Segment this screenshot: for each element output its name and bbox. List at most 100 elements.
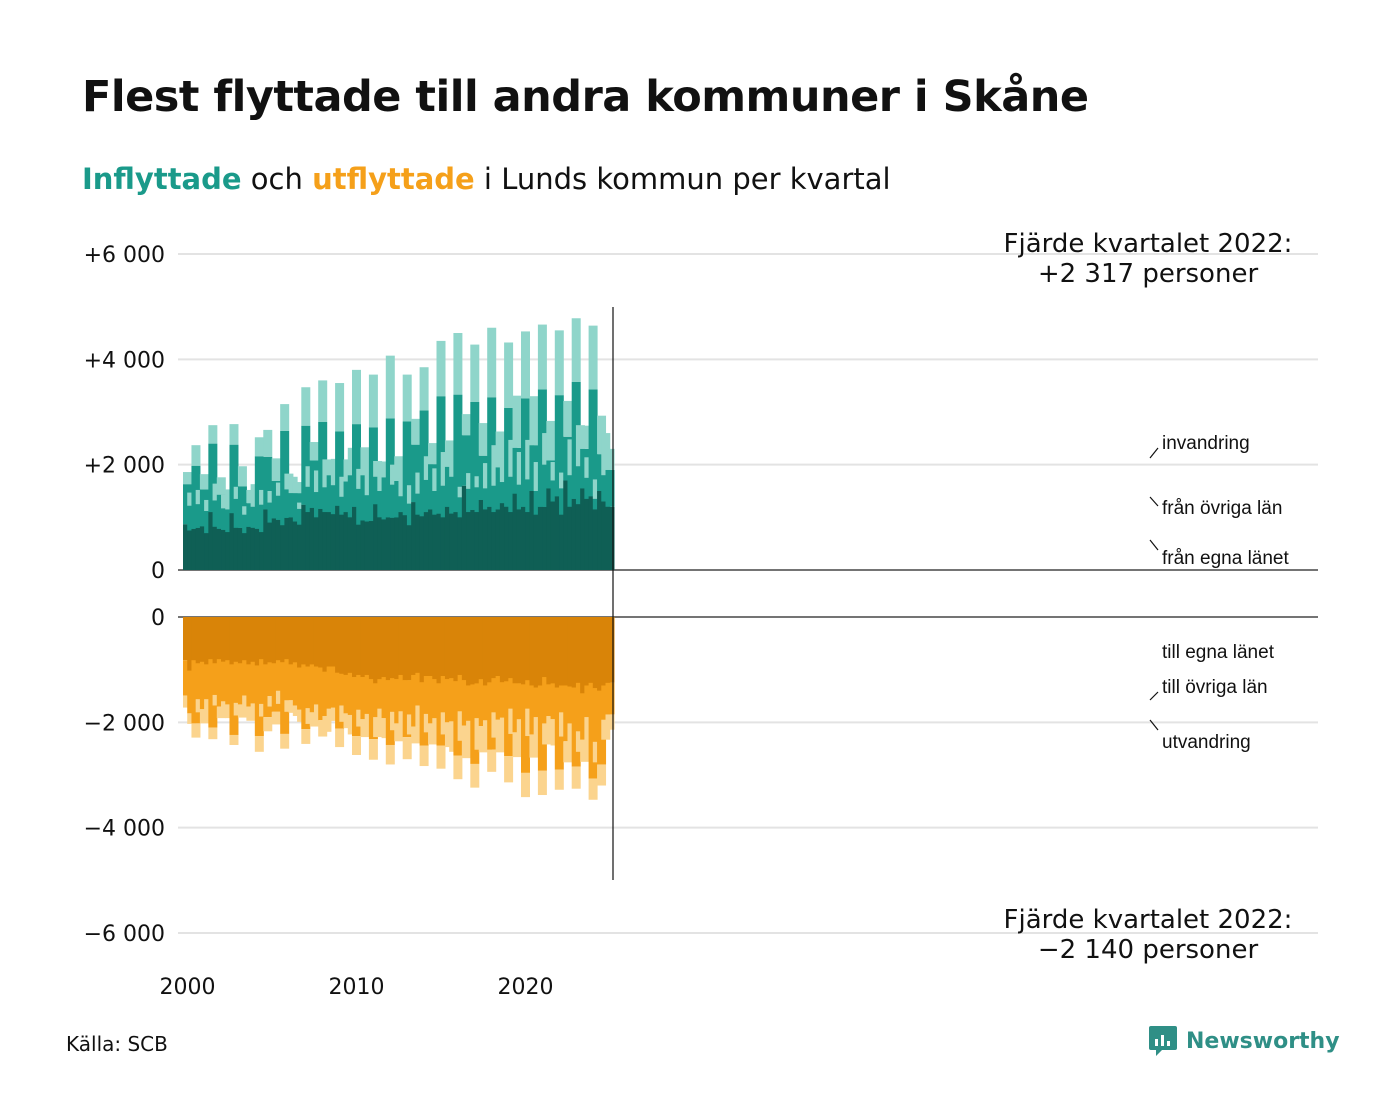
label-tick-invandring: [1149, 447, 1159, 459]
bar-in-2-64: [453, 394, 463, 513]
bar-in-3-58: [428, 443, 438, 465]
bar-in-3-74: [495, 431, 505, 468]
bar-in-3-86: [546, 420, 556, 461]
bar-out-3-33: [322, 716, 332, 732]
bar-out-3-2: [191, 723, 201, 738]
label-utvandring: utvandring: [1162, 732, 1251, 753]
bar-in-3-11: [229, 424, 239, 445]
label-tick-till-ovriga-lan: [1149, 691, 1159, 701]
bar-out-3-19: [263, 717, 273, 732]
bar-in-2-88: [554, 395, 564, 497]
bar-out-3-13: [237, 704, 247, 718]
bar-in-3-2: [191, 445, 201, 466]
subtitle-inflyttade: Inflyttade: [82, 162, 242, 196]
y-tick-label-0: +6 000: [84, 243, 165, 268]
label-tick-utvandring: [1149, 719, 1159, 731]
bar-in-3-23: [280, 404, 290, 431]
bar-out-1-100: [605, 617, 615, 683]
bar-out-3-28: [301, 729, 311, 744]
bar-out-3-44: [368, 739, 378, 760]
y-tick-label-2: +2 000: [84, 454, 165, 479]
bar-out-3-48: [385, 744, 395, 765]
bar-out-3-52: [402, 737, 412, 760]
subtitle-utflyttade: utflyttade: [312, 162, 475, 196]
bar-in-2-100: [605, 469, 615, 507]
bar-out-3-21: [271, 711, 281, 725]
bar-in-3-28: [301, 387, 311, 426]
bar-in-3-72: [487, 327, 497, 398]
y-tick-label-4: 0: [151, 606, 165, 631]
subtitle-rest: i Lunds kommun per kvartal: [474, 162, 891, 196]
annotation-top-line1: Fjärde kvartalet 2022:: [1004, 229, 1293, 259]
bar-in-3-62: [444, 440, 454, 467]
bar-in-3-56: [419, 367, 429, 411]
bar-in-3-21: [271, 458, 281, 481]
bar-out-3-84: [537, 770, 547, 796]
brand-name: Newsworthy: [1186, 1028, 1340, 1054]
bar-in-3-82: [529, 396, 539, 446]
annotation-bottom-line2: −2 140 personer: [1038, 935, 1259, 965]
bar-in-3-68: [470, 344, 480, 402]
bar-in-3-100: [605, 448, 615, 470]
bar-in-3-92: [571, 318, 581, 382]
bar-in-3-84: [537, 324, 547, 390]
bar-in-3-70: [478, 423, 488, 456]
bar-in-3-76: [504, 342, 514, 408]
bar-out-3-40: [352, 736, 361, 755]
bar-in-3-88: [554, 330, 564, 396]
label-till-egna-lanet: till egna länet: [1162, 642, 1275, 663]
bar-out-3-4: [199, 709, 209, 724]
bar-in-3-50: [394, 456, 404, 481]
bar-in-2-66: [461, 435, 471, 486]
label-tick-fran-ovriga-lan: [1149, 496, 1159, 507]
bar-out-3-78: [512, 732, 522, 758]
bar-out-3-56: [419, 745, 429, 767]
bar-in-2-11: [229, 444, 239, 514]
bar-out-3-17: [254, 736, 264, 752]
label-tick-fran-egna-lanet: [1149, 539, 1159, 551]
bar-out-2-100: [605, 682, 615, 715]
bar-in-3-64: [453, 333, 463, 395]
bar-in-3-6: [208, 425, 218, 444]
chart-title: Flest flyttade till andra kommuner i Skå…: [82, 72, 1089, 122]
bar-out-3-54: [411, 726, 421, 744]
bar-in-3-0: [183, 472, 192, 485]
bar-in-2-6: [208, 443, 218, 513]
bar-out-3-90: [563, 741, 573, 763]
bar-out-3-96: [588, 778, 598, 800]
x-tick-label-2: 2020: [498, 975, 554, 1000]
source-note: Källa: SCB: [66, 1032, 168, 1056]
bar-in-3-52: [402, 374, 412, 422]
annotation-bottom-line1: Fjärde kvartalet 2022:: [1004, 905, 1293, 935]
bar-in-3-19: [263, 429, 273, 457]
bar-out-3-92: [571, 766, 581, 789]
bar-in-3-4: [199, 474, 209, 490]
bar-in-3-45: [373, 460, 383, 477]
bar-out-3-88: [554, 769, 564, 790]
bar-in-3-60: [436, 340, 446, 397]
bar-out-3-30: [309, 712, 319, 727]
y-tick-label-5: −2 000: [84, 711, 165, 736]
bar-out-3-11: [229, 734, 239, 745]
bar-out-3-82: [529, 734, 539, 758]
bar-in-3-40: [352, 369, 361, 425]
bar-in-2-28: [301, 425, 311, 505]
bar-in-3-8: [216, 477, 226, 495]
label-fran-ovriga-lan: från övriga län: [1162, 498, 1282, 519]
bar-out-3-98: [597, 764, 607, 786]
bar-in-3-66: [461, 414, 471, 436]
bar-in-3-30: [309, 442, 319, 461]
bar-out-3-60: [436, 745, 446, 769]
bar-in-2-52: [402, 421, 412, 516]
y-tick-label-7: −6 000: [84, 922, 165, 947]
bar-in-2-36: [335, 431, 345, 506]
bar-out-3-94: [580, 739, 590, 762]
x-tick-label-1: 2010: [329, 975, 385, 1000]
bar-out-3-100: [605, 714, 615, 730]
y-tick-label-6: −4 000: [84, 817, 165, 842]
bar-in-3-36: [335, 383, 345, 432]
brand: Newsworthy: [1148, 1024, 1340, 1058]
bar-in-3-17: [254, 437, 264, 457]
chart-subtitle: Inflyttade och utflyttade i Lunds kommun…: [82, 162, 891, 196]
bar-out-3-72: [487, 749, 497, 772]
